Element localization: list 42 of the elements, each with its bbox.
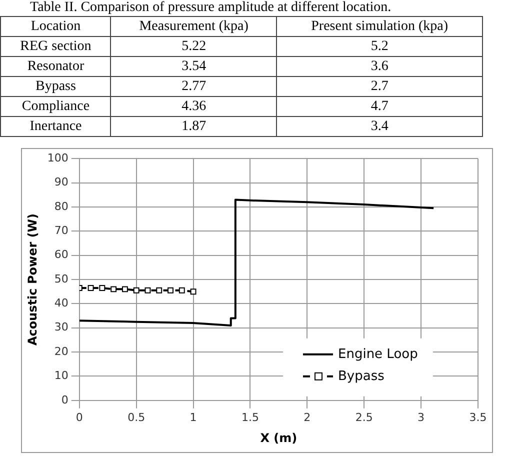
x-tick-label: 2 [304, 410, 311, 424]
y-axis-title: Acoustic Power (W) [25, 213, 40, 346]
text: Present simulation (kpa) [276, 16, 482, 36]
category-label: Compliance [0, 96, 111, 116]
x-tick-label: 3 [418, 410, 425, 424]
category-label: Inertance [0, 116, 111, 136]
y-tick-label: 100 [47, 151, 68, 164]
data-label: 5.22 [110, 36, 277, 56]
y-tick-label: 40 [54, 296, 68, 310]
y-tick-label: 90 [54, 176, 68, 189]
y-tick-label: 10 [54, 369, 68, 382]
data-label: 3.54 [110, 56, 277, 76]
category-label: Resonator [0, 56, 111, 76]
x-tick-label: 0 [76, 410, 83, 424]
x-tick-label: 3.5 [469, 410, 487, 424]
y-tick-label: 0 [61, 393, 68, 406]
x-tick-label: 1.5 [241, 410, 259, 424]
x-tick-label: 0.5 [128, 410, 146, 424]
data-label: 3.4 [276, 116, 482, 136]
legend-label: Bypass [338, 368, 385, 384]
data-label: 5.2 [276, 36, 482, 56]
y-tick-label: 50 [54, 272, 68, 286]
data-label: 2.7 [276, 76, 482, 96]
category-label: REG section [0, 36, 111, 56]
x-axis-title: X (m) [260, 430, 298, 445]
y-tick-label: 60 [54, 248, 68, 262]
data-label: 4.36 [110, 96, 277, 116]
data-label: 2.77 [110, 76, 277, 96]
category-label: Bypass [0, 76, 111, 96]
data-label: 1.87 [110, 116, 277, 136]
y-tick-label: 20 [54, 344, 68, 358]
text: Table II. Comparison of pressure amplitude at different location. [29, 0, 392, 16]
x-tick-label: 2.5 [355, 410, 373, 424]
data-label: 3.6 [276, 56, 482, 76]
text: Measurement (kpa) [110, 16, 277, 36]
y-tick-label: 70 [54, 224, 68, 237]
y-tick-label: 30 [54, 320, 68, 334]
y-tick-label: 80 [54, 200, 68, 213]
x-tick-label: 1 [190, 410, 197, 424]
text: Location [0, 16, 111, 36]
data-label: 4.7 [276, 96, 482, 116]
legend-label: Engine Loop [338, 346, 418, 362]
